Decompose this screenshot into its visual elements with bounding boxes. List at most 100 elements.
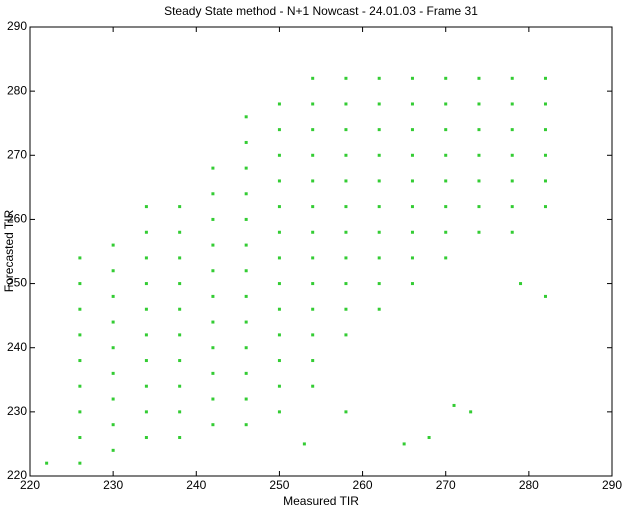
- point: [78, 461, 82, 465]
- point: [178, 359, 182, 363]
- point: [477, 230, 481, 234]
- point: [543, 102, 547, 106]
- point: [111, 423, 115, 427]
- point: [78, 307, 82, 311]
- point: [211, 243, 215, 247]
- point: [277, 359, 281, 363]
- point: [244, 371, 248, 375]
- point: [277, 179, 281, 183]
- point: [244, 217, 248, 221]
- point: [510, 76, 514, 80]
- point: [277, 307, 281, 311]
- point: [144, 436, 148, 440]
- point: [377, 230, 381, 234]
- point: [377, 128, 381, 132]
- point: [444, 256, 448, 260]
- point: [344, 128, 348, 132]
- point: [344, 307, 348, 311]
- point: [111, 243, 115, 247]
- point: [277, 102, 281, 106]
- point: [111, 448, 115, 452]
- point: [211, 397, 215, 401]
- point: [410, 102, 414, 106]
- point: [344, 205, 348, 209]
- point: [444, 230, 448, 234]
- point: [211, 166, 215, 170]
- point: [543, 205, 547, 209]
- point: [377, 256, 381, 260]
- point: [410, 205, 414, 209]
- x-tick-label: 270: [436, 478, 456, 492]
- point: [211, 192, 215, 196]
- point: [78, 282, 82, 286]
- point: [444, 128, 448, 132]
- point: [543, 294, 547, 298]
- point: [410, 230, 414, 234]
- point: [277, 384, 281, 388]
- point: [111, 269, 115, 273]
- x-tick-label: 230: [103, 478, 123, 492]
- y-tick-label: 230: [7, 404, 27, 418]
- point: [510, 230, 514, 234]
- point: [410, 256, 414, 260]
- point: [244, 192, 248, 196]
- point: [402, 442, 406, 446]
- point: [211, 320, 215, 324]
- x-tick-label: 290: [602, 478, 622, 492]
- point: [311, 282, 315, 286]
- point: [477, 102, 481, 106]
- point: [427, 436, 431, 440]
- point: [469, 410, 473, 414]
- point: [377, 76, 381, 80]
- point: [211, 269, 215, 273]
- point: [543, 179, 547, 183]
- point: [244, 397, 248, 401]
- point: [211, 217, 215, 221]
- point: [377, 282, 381, 286]
- point: [244, 346, 248, 350]
- point: [178, 384, 182, 388]
- x-tick-label: 240: [186, 478, 206, 492]
- point: [510, 179, 514, 183]
- point: [144, 282, 148, 286]
- point: [211, 423, 215, 427]
- y-tick-label: 280: [7, 83, 27, 97]
- point: [244, 294, 248, 298]
- point: [311, 230, 315, 234]
- point: [178, 205, 182, 209]
- point: [311, 256, 315, 260]
- point: [477, 205, 481, 209]
- point: [144, 359, 148, 363]
- point: [311, 128, 315, 132]
- point: [178, 282, 182, 286]
- point: [377, 102, 381, 106]
- y-tick-label: 240: [7, 340, 27, 354]
- point: [244, 166, 248, 170]
- point: [178, 256, 182, 260]
- point: [277, 128, 281, 132]
- point: [510, 128, 514, 132]
- point: [477, 179, 481, 183]
- point: [477, 128, 481, 132]
- point: [244, 140, 248, 144]
- point: [410, 179, 414, 183]
- point: [178, 230, 182, 234]
- point: [444, 76, 448, 80]
- point: [311, 76, 315, 80]
- point: [277, 153, 281, 157]
- point: [178, 436, 182, 440]
- point: [78, 384, 82, 388]
- point: [377, 205, 381, 209]
- point: [211, 294, 215, 298]
- point: [111, 294, 115, 298]
- y-tick-label: 290: [7, 19, 27, 33]
- point: [244, 269, 248, 273]
- point: [277, 410, 281, 414]
- point: [244, 243, 248, 247]
- point: [302, 442, 306, 446]
- point: [78, 410, 82, 414]
- x-axis-label: Measured TIR: [283, 494, 359, 508]
- x-tick-label: 260: [353, 478, 373, 492]
